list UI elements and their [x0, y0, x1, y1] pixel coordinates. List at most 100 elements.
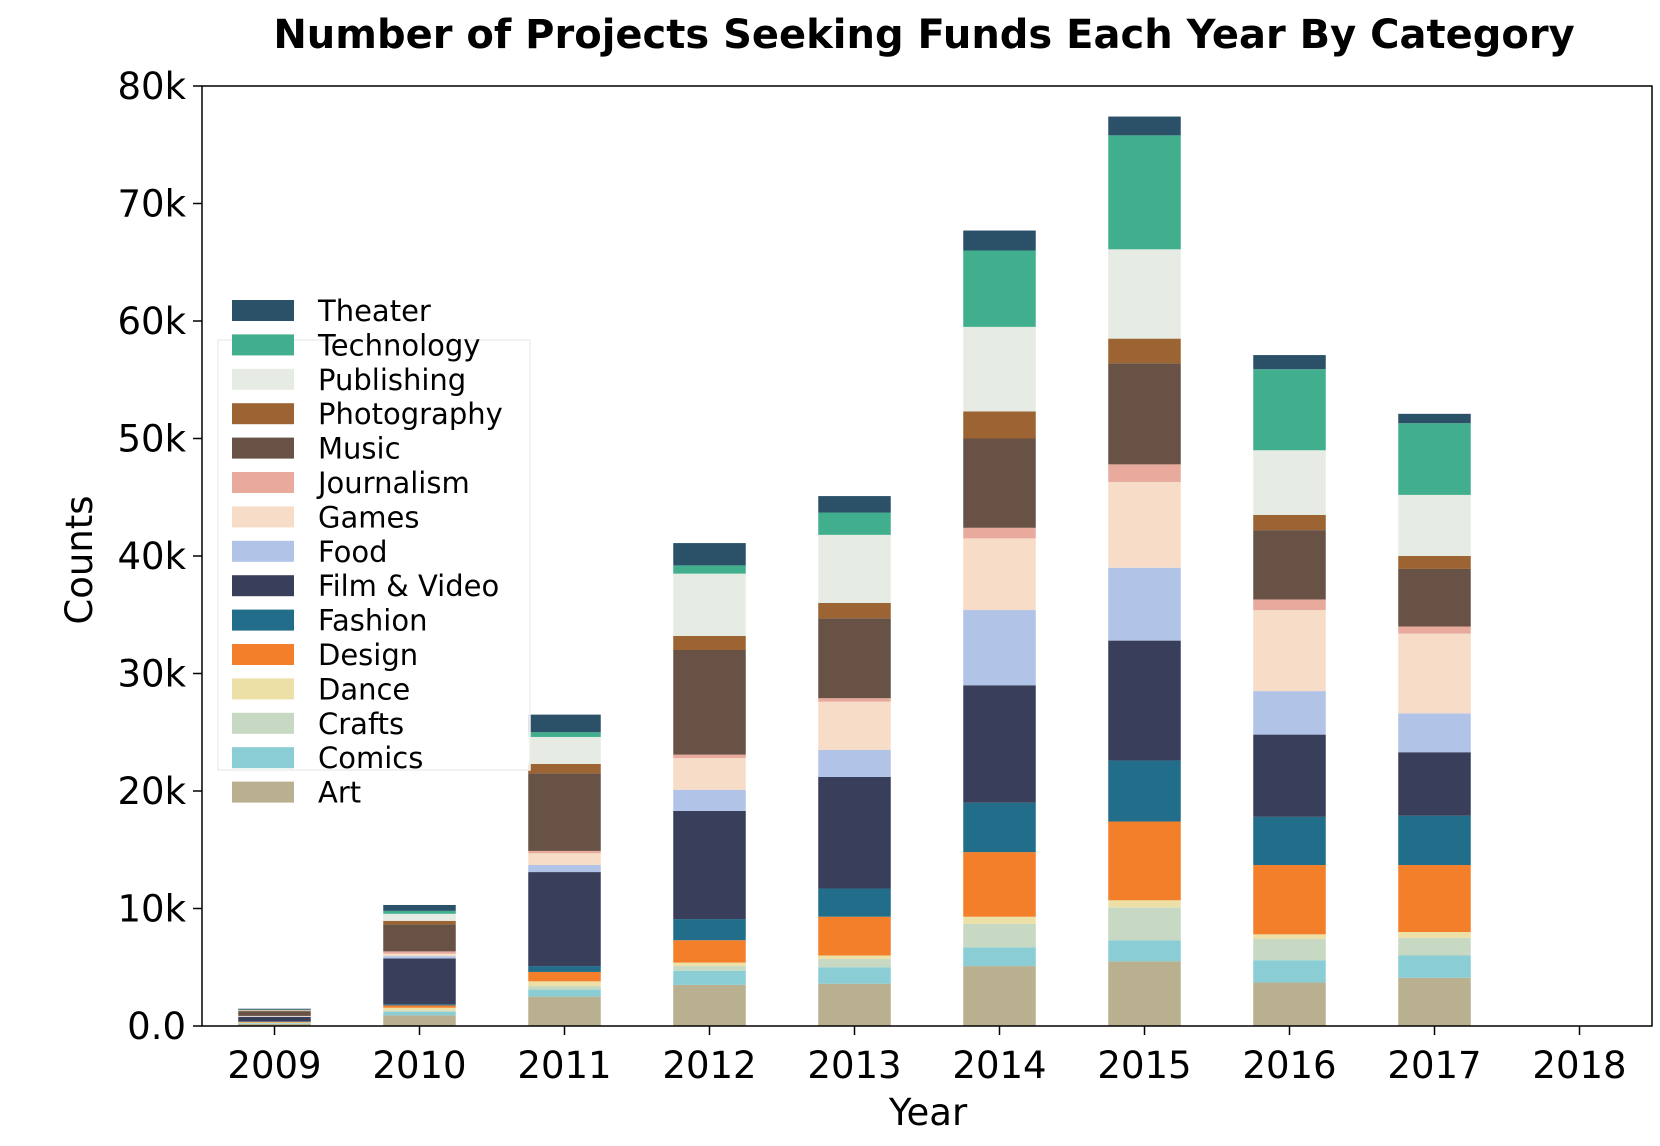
- legend-label: Art: [318, 776, 361, 810]
- bar-segment: [528, 853, 601, 866]
- bar-segment: [963, 966, 1036, 1026]
- bar-segment: [963, 802, 1036, 853]
- bar-segment: [673, 970, 746, 985]
- legend-swatch: [232, 437, 294, 459]
- bar-segment: [1108, 907, 1181, 941]
- bar-segment: [673, 565, 746, 574]
- bar-segment: [1253, 865, 1326, 935]
- bar-segment: [1398, 568, 1471, 627]
- bar-segment: [1398, 955, 1471, 978]
- y-tick-label: 10k: [117, 888, 186, 931]
- bar-segment: [963, 527, 1036, 539]
- bar-segment: [963, 947, 1036, 967]
- bar-segment: [238, 1023, 311, 1026]
- bar-segment: [238, 1010, 311, 1012]
- bar-segment: [963, 250, 1036, 327]
- bar-segment: [1108, 640, 1181, 761]
- legend-label: Games: [318, 500, 419, 534]
- bar-segment: [1108, 135, 1181, 250]
- y-tick-label: 50k: [117, 418, 186, 461]
- bar-segment: [238, 1016, 311, 1022]
- legend-swatch: [232, 644, 294, 665]
- bar-segment: [1253, 939, 1326, 961]
- y-tick-label: 70k: [117, 183, 186, 226]
- bar-segment: [818, 983, 891, 1026]
- bar-segment: [963, 852, 1036, 917]
- y-tick-label: 80k: [117, 65, 186, 108]
- bar-segment: [528, 996, 601, 1026]
- bar-segment: [383, 1007, 456, 1011]
- legend-label: Design: [318, 638, 418, 672]
- bar-segment: [673, 966, 746, 971]
- bar-segment: [963, 610, 1036, 686]
- bar-segment: [1253, 514, 1326, 531]
- bar-segment: [1108, 900, 1181, 908]
- bar-segment: [1253, 691, 1326, 735]
- legend-label: Film & Video: [318, 569, 499, 603]
- bar-segment: [1253, 734, 1326, 817]
- bar-segment: [1398, 937, 1471, 956]
- bars-layer: [238, 116, 1616, 1026]
- bar-segment: [818, 496, 891, 513]
- x-tick-label: 2012: [662, 1044, 756, 1087]
- x-tick-label: 2010: [372, 1044, 466, 1087]
- bar-segment: [238, 1011, 311, 1016]
- bar-segment: [1253, 960, 1326, 983]
- x-tick-label: 2017: [1387, 1044, 1481, 1087]
- bar-segment: [1108, 363, 1181, 465]
- y-axis: 0.0 10k 20k 30k 40k 50k 60k 70k 80k: [117, 65, 202, 1048]
- bar-segment: [1398, 494, 1471, 556]
- bar-segment: [238, 1009, 311, 1011]
- bar-segment: [383, 920, 456, 925]
- bar-segment: [673, 919, 746, 941]
- bar-segment: [528, 989, 601, 997]
- bar-segment: [528, 986, 601, 990]
- y-tick-label: 20k: [117, 770, 186, 813]
- legend-label: Music: [318, 432, 401, 466]
- bar-segment: [818, 959, 891, 968]
- bar-segment: [673, 754, 746, 759]
- bar-segment: [528, 981, 601, 987]
- bar-segment: [673, 573, 746, 636]
- bar-segment: [383, 951, 456, 954]
- bar-segment: [1108, 481, 1181, 568]
- bar-segment: [963, 326, 1036, 412]
- legend-label: Theater: [317, 294, 431, 328]
- y-tick-label: 40k: [117, 535, 186, 578]
- bar-segment: [383, 958, 456, 1005]
- bar-segment: [528, 736, 601, 764]
- bar-segment: [818, 916, 891, 956]
- bar-segment: [1253, 369, 1326, 451]
- bar-segment: [673, 650, 746, 755]
- bar-segment: [818, 618, 891, 699]
- legend-swatch: [232, 300, 294, 321]
- x-tick-label: 2016: [1242, 1044, 1336, 1087]
- bar-segment: [1398, 865, 1471, 932]
- legend-swatch: [232, 334, 294, 356]
- legend-label: Technology: [317, 328, 480, 362]
- y-tick-label: 30k: [117, 653, 186, 696]
- x-tick-label: 2014: [952, 1044, 1046, 1087]
- bar-segment: [1253, 530, 1326, 600]
- bar-segment: [383, 956, 456, 959]
- bar-segment: [963, 411, 1036, 439]
- bar-segment: [818, 967, 891, 984]
- bar-segment: [383, 913, 456, 921]
- bar-segment: [963, 438, 1036, 528]
- bar-segment: [238, 1008, 311, 1010]
- legend-swatch: [232, 609, 294, 631]
- bar-segment: [528, 763, 601, 774]
- bar-segment: [1108, 464, 1181, 482]
- bar-segment: [1108, 116, 1181, 136]
- legend-swatch: [232, 712, 294, 734]
- bar-segment: [383, 1011, 456, 1016]
- x-axis-label: Year: [888, 1091, 968, 1134]
- bar-segment: [383, 904, 456, 911]
- legend-swatch: [232, 403, 294, 425]
- bar-segment: [1398, 932, 1471, 938]
- legend-swatch: [232, 678, 294, 700]
- bar-segment: [383, 953, 456, 957]
- legend-swatch: [232, 368, 294, 390]
- legend: TheaterTechnologyPublishingPhotographyMu…: [217, 294, 531, 810]
- bar-segment: [818, 955, 891, 960]
